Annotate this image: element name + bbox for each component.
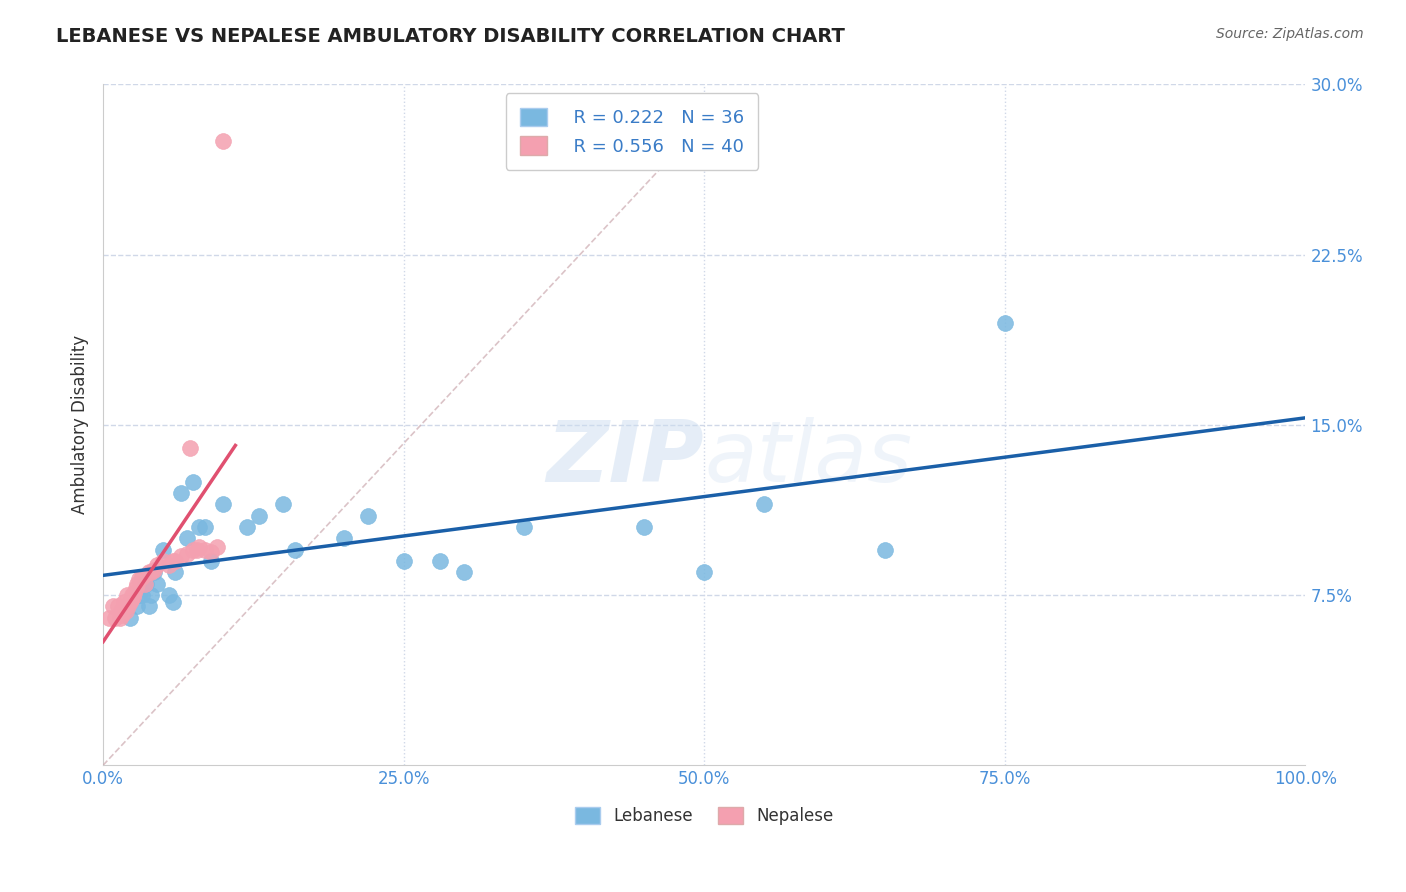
Point [693,566,716,580]
Point [152,542,174,557]
Point [124,585,146,599]
Point [513,520,536,534]
Point [188,541,211,555]
Point [392,554,415,568]
Point [212,497,235,511]
Point [117,599,139,614]
Point [142,566,165,580]
Point [134,576,156,591]
Y-axis label: Ambulatory Disability: Ambulatory Disability [72,335,89,515]
Point [207,541,229,555]
Point [111,608,134,623]
Point [152,554,174,568]
Point [157,588,180,602]
Point [128,588,150,602]
Point [134,576,156,591]
Point [176,547,198,561]
Point [633,520,655,534]
Point [181,475,204,489]
Point [356,508,378,523]
Point [146,576,169,591]
Point [115,588,138,602]
Point [98,610,121,624]
Point [128,572,150,586]
Text: atlas: atlas [704,417,912,500]
Point [249,508,271,523]
Point [284,542,307,557]
Point [157,558,180,573]
Point [104,610,127,624]
Point [200,545,222,559]
Point [122,591,145,605]
Point [107,599,129,614]
Point [165,554,187,568]
Point [236,520,259,534]
Point [114,599,136,614]
Point [332,531,354,545]
Point [108,610,131,624]
Point [176,531,198,545]
Point [115,604,138,618]
Point [994,316,1017,330]
Point [125,576,148,591]
Point [188,520,211,534]
Point [124,581,146,595]
Point [181,542,204,557]
Point [118,595,141,609]
Point [273,497,295,511]
Point [194,542,217,557]
Point [110,604,132,618]
Text: Source: ZipAtlas.com: Source: ZipAtlas.com [1216,27,1364,41]
Point [112,595,135,609]
Point [170,486,193,500]
Text: ZIP: ZIP [547,417,704,500]
Point [212,134,235,148]
Point [170,549,193,564]
Point [142,563,165,577]
Point [120,592,142,607]
Point [873,542,896,557]
Point [200,554,222,568]
Point [146,558,169,573]
Point [101,599,124,614]
Point [179,441,201,455]
Point [121,588,143,602]
Point [754,497,776,511]
Point [138,599,160,614]
Point [186,542,208,557]
Point [162,595,184,609]
Point [141,566,163,580]
Point [135,576,157,591]
Point [125,599,148,614]
Legend: Lebanese, Nepalese: Lebanese, Nepalese [568,800,841,831]
Point [131,570,153,584]
Point [453,566,475,580]
Point [138,566,160,580]
Point [162,554,184,568]
Point [194,520,217,534]
Point [165,566,187,580]
Point [141,588,163,602]
Point [131,588,153,602]
Point [118,610,141,624]
Point [429,554,451,568]
Text: LEBANESE VS NEPALESE AMBULATORY DISABILITY CORRELATION CHART: LEBANESE VS NEPALESE AMBULATORY DISABILI… [56,27,845,45]
